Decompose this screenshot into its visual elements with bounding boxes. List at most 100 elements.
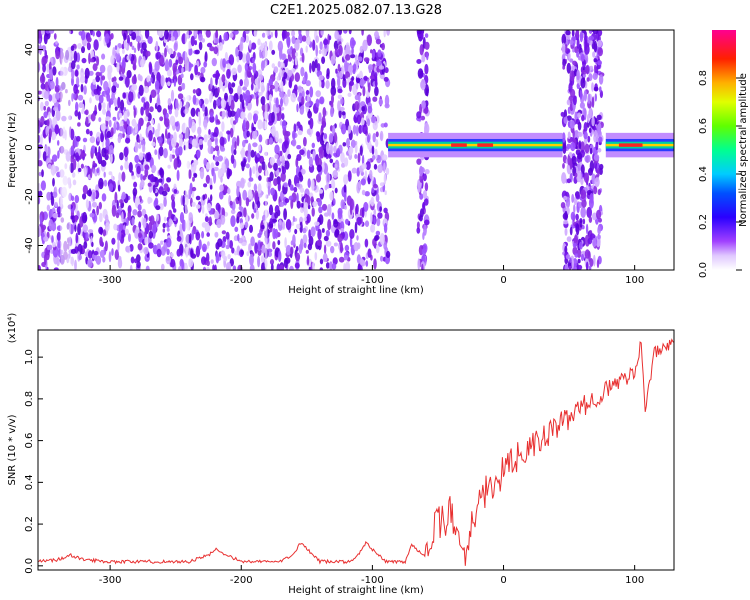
spectrogram-cell — [566, 143, 571, 149]
spectrogram-cell — [55, 40, 58, 45]
spectrogram-cell — [281, 155, 286, 167]
spectrogram-cell — [596, 114, 602, 121]
spectrogram-cell — [284, 198, 290, 204]
spectrogram-cell — [204, 98, 209, 105]
spectrogram-cell — [197, 71, 201, 76]
spectrogram-cell — [281, 30, 286, 39]
spectrogram-cell — [341, 111, 346, 116]
spectrogram-cell — [339, 242, 343, 254]
spectrogram-cell — [589, 65, 594, 70]
spectrogram-cell — [416, 30, 422, 35]
spectrogram-cell — [132, 187, 138, 197]
spectrogram-cell — [160, 240, 164, 245]
spectrogram-cell — [40, 134, 43, 146]
spectrogram-cell — [137, 204, 142, 211]
spectrogram-cell — [325, 240, 332, 247]
spectrogram-cell — [320, 30, 324, 36]
spectrogram-cell — [421, 100, 426, 110]
signal-peak — [618, 143, 643, 147]
spectrogram-cell — [206, 232, 210, 237]
spectrogram-cell — [173, 50, 176, 57]
spectrogram-cell — [370, 223, 376, 233]
spectrogram-cell — [149, 106, 154, 113]
spectrogram-cell — [187, 40, 192, 50]
spectrogram-cell — [275, 106, 280, 114]
spectrogram-cell — [98, 94, 104, 104]
spectrogram-cell — [206, 252, 210, 263]
spectrogram-cell — [416, 111, 422, 119]
spectrogram-cell — [316, 239, 322, 246]
spectrogram-cell — [299, 149, 305, 156]
spectrogram-cell — [175, 98, 179, 110]
spectrogram-cell — [85, 199, 89, 209]
spectrogram-cell — [111, 77, 115, 83]
spectrogram-cell — [225, 244, 230, 250]
spectrogram-cell — [583, 131, 588, 140]
spectrogram-cell — [120, 120, 124, 128]
spectrogram-cell — [96, 151, 102, 161]
spectrogram-cell — [568, 152, 573, 157]
spectrogram-cell — [343, 30, 348, 34]
spectrogram-cell — [118, 76, 124, 81]
spectrogram-cell — [360, 101, 366, 107]
spectrogram-cell — [593, 185, 598, 195]
spectrogram-cell — [345, 54, 351, 61]
spectrogram-cell — [569, 58, 574, 63]
spectrogram-cell — [117, 96, 121, 109]
spectrogram-cell — [125, 137, 131, 144]
spectrogram-cell — [39, 74, 46, 85]
spectrogram-cell — [190, 107, 196, 118]
spectrogram-cell — [258, 144, 261, 152]
spectrogram-cell — [566, 178, 572, 184]
spectrogram-cell — [119, 152, 124, 161]
spectrogram-cell — [50, 164, 56, 176]
spectrogram-cell — [206, 260, 210, 267]
spectrogram-cell — [376, 217, 381, 227]
spectrogram-gap — [184, 30, 189, 270]
spectrogram-cell — [102, 108, 107, 115]
spectrogram-cell — [386, 30, 390, 36]
snr-y-tick-label: 0.6 — [24, 433, 35, 449]
spectrogram-cell — [139, 182, 143, 191]
spectrogram-cell — [249, 224, 253, 233]
spectrogram-cell — [277, 60, 281, 68]
spectrogram-cell — [260, 42, 264, 51]
spectrogram-cell — [258, 134, 263, 143]
spectrogram-cell — [175, 59, 179, 65]
spectrogram-cell — [360, 259, 366, 267]
spectrogram-cell — [82, 211, 88, 224]
spectrogram-cell — [173, 78, 177, 87]
spectrogram-cell — [300, 168, 306, 175]
spectrogram-cell — [76, 76, 80, 87]
spectrogram-cell — [48, 94, 53, 102]
spectrogram-cell — [246, 251, 250, 257]
spectrogram-cell — [426, 88, 429, 97]
spectrogram-cell — [108, 144, 114, 157]
spectrogram-cell — [106, 130, 112, 139]
spectrogram-cell — [314, 59, 318, 69]
spectrogram-cell — [302, 227, 307, 234]
spectrogram-cell — [154, 149, 158, 156]
spectrogram-cell — [587, 237, 593, 245]
spectrogram-cell — [576, 170, 582, 183]
spectrogram-cell — [370, 116, 376, 124]
spectrogram-cell — [210, 111, 214, 118]
spectrogram-cell — [261, 32, 266, 38]
spectrogram-cell — [282, 54, 286, 60]
spectrogram-cell — [361, 206, 365, 218]
spectrogram-cell — [571, 30, 575, 37]
spectrogram-cell — [277, 239, 281, 246]
spectrogram-cell — [252, 57, 255, 64]
spectrogram-cell — [570, 211, 576, 221]
spectrogram-cell — [282, 220, 285, 230]
spectrogram-cell — [377, 212, 383, 219]
spectrogram-cell — [89, 136, 96, 144]
spectrogram-cell — [48, 128, 52, 139]
spectrogram-cell — [151, 164, 157, 173]
spectrogram-cell — [270, 263, 274, 270]
spectrogram-cell — [92, 168, 95, 174]
spectrogram-cell — [128, 162, 133, 173]
spectrogram-cell — [132, 209, 138, 216]
spectrogram-cell — [577, 258, 581, 264]
spectrogram-cell — [127, 210, 132, 221]
